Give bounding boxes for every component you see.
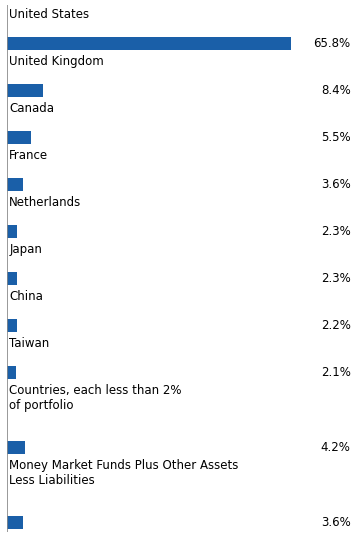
Bar	[7, 225, 17, 238]
Bar	[7, 131, 31, 144]
Text: 2.1%: 2.1%	[321, 366, 351, 379]
Bar	[7, 37, 292, 50]
Text: Netherlands: Netherlands	[9, 195, 82, 209]
Bar	[7, 178, 23, 191]
Text: Taiwan: Taiwan	[9, 337, 50, 350]
Bar	[7, 441, 25, 454]
Text: United States: United States	[9, 8, 90, 21]
Text: 5.5%: 5.5%	[321, 131, 351, 144]
Text: Japan: Japan	[9, 243, 42, 256]
Text: Money Market Funds Plus Other Assets
Less Liabilities: Money Market Funds Plus Other Assets Les…	[9, 459, 239, 487]
Text: 2.3%: 2.3%	[321, 272, 351, 285]
Bar	[7, 84, 44, 97]
Text: Countries, each less than 2%
of portfolio: Countries, each less than 2% of portfoli…	[9, 383, 182, 412]
Text: Canada: Canada	[9, 101, 54, 115]
Text: 8.4%: 8.4%	[321, 84, 351, 97]
Bar	[7, 516, 23, 529]
Bar	[7, 366, 16, 379]
Bar	[7, 272, 17, 285]
Text: 4.2%: 4.2%	[321, 441, 351, 454]
Text: China: China	[9, 289, 43, 303]
Text: 3.6%: 3.6%	[321, 178, 351, 191]
Text: United Kingdom: United Kingdom	[9, 55, 104, 68]
Text: 3.6%: 3.6%	[321, 516, 351, 529]
Text: 2.3%: 2.3%	[321, 225, 351, 238]
Text: 2.2%: 2.2%	[321, 319, 351, 332]
Text: France: France	[9, 149, 49, 162]
Text: 65.8%: 65.8%	[314, 37, 351, 50]
Bar	[7, 319, 17, 332]
